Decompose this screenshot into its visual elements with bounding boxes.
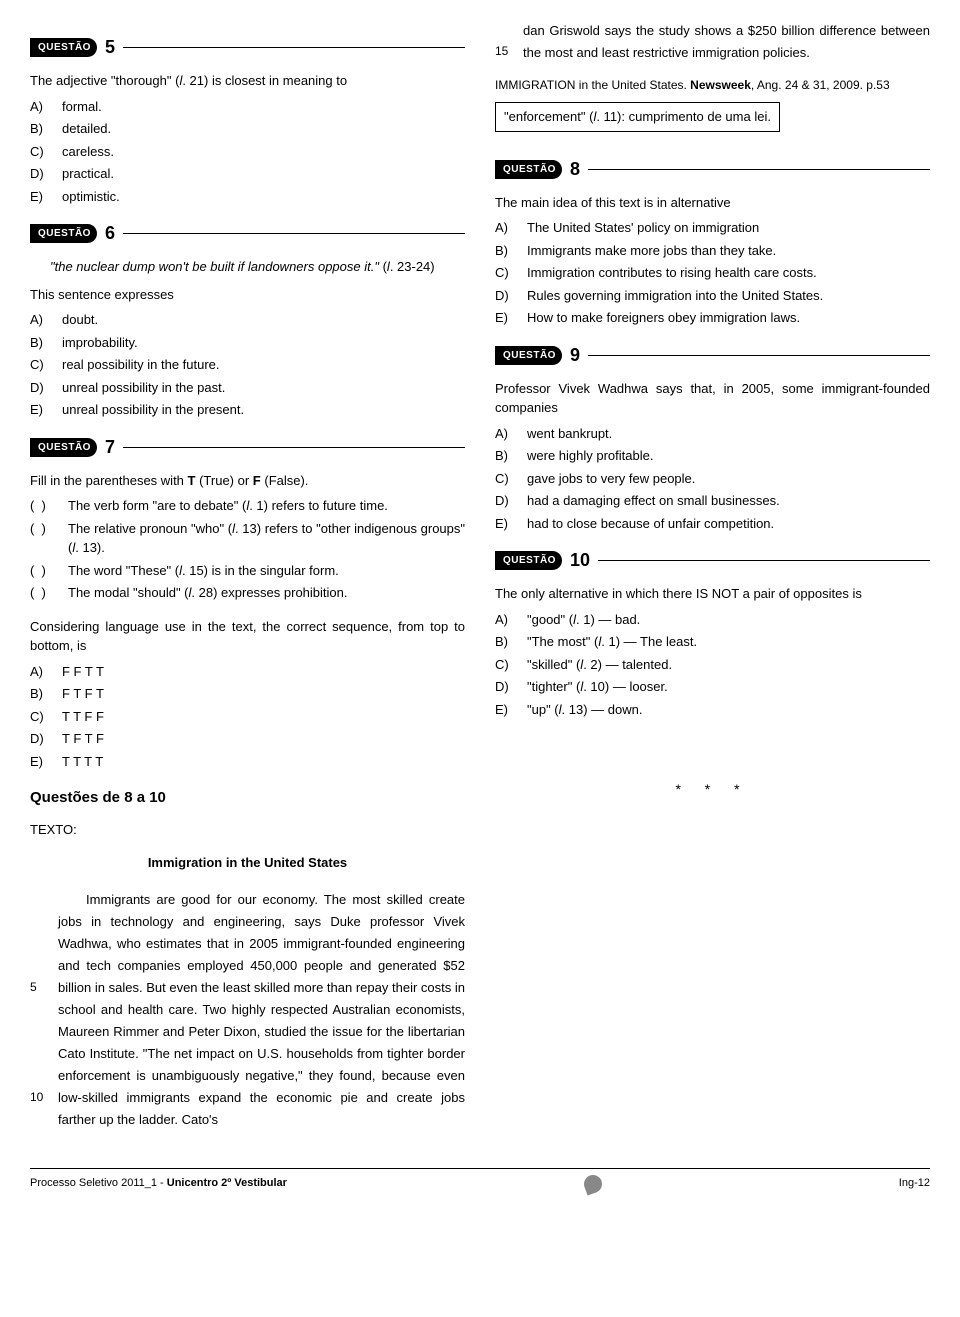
question-number: 8	[570, 156, 580, 183]
question-range: Questões de 8 a 10	[30, 787, 465, 810]
divider	[588, 169, 930, 170]
divider	[123, 47, 465, 48]
option: A)F F T T	[30, 662, 465, 682]
question-7-header: QUESTÃO 7	[30, 434, 465, 461]
question-badge: QUESTÃO	[30, 224, 97, 243]
option: E)How to make foreigners obey immigratio…	[495, 308, 930, 328]
tf-item: ( )The relative pronoun "who" (l. 13) re…	[30, 519, 465, 558]
citation: IMMIGRATION in the United States. Newswe…	[495, 76, 930, 94]
option: D)had a damaging effect on small busines…	[495, 491, 930, 511]
divider	[598, 560, 930, 561]
option: D)unreal possibility in the past.	[30, 378, 465, 398]
option: D)Rules governing immigration into the U…	[495, 286, 930, 306]
question-badge: QUESTÃO	[30, 438, 97, 457]
line-number-5: 5	[30, 978, 37, 996]
option: E)optimistic.	[30, 187, 465, 207]
option: E)"up" (l. 13) — down.	[495, 700, 930, 720]
definition-box: "enforcement" (l. 11): cumprimento de um…	[495, 102, 780, 132]
question-10-header: QUESTÃO 10	[495, 547, 930, 574]
option: E)had to close because of unfair competi…	[495, 514, 930, 534]
tf-item: ( )The word "These" (l. 15) is in the si…	[30, 561, 465, 581]
tf-item: ( )The verb form "are to debate" (l. 1) …	[30, 496, 465, 516]
question-5-header: QUESTÃO 5	[30, 34, 465, 61]
passage-paragraph: Immigrants are good for our economy. The…	[58, 889, 465, 1132]
page-footer: Processo Seletivo 2011_1 - Unicentro 2º …	[30, 1168, 930, 1193]
footer-left: Processo Seletivo 2011_1 - Unicentro 2º …	[30, 1175, 287, 1192]
texto-label: TEXTO:	[30, 820, 465, 840]
option: B)improbability.	[30, 333, 465, 353]
option: C)careless.	[30, 142, 465, 162]
question-7-options: A)F F T T B)F T F T C)T T F F D)T F T F …	[30, 662, 465, 772]
option: C)Immigration contributes to rising heal…	[495, 263, 930, 283]
question-6-header: QUESTÃO 6	[30, 220, 465, 247]
question-10-options: A)"good" (l. 1) — bad. B)"The most" (l. …	[495, 610, 930, 720]
tf-item: ( )The modal "should" (l. 28) expresses …	[30, 583, 465, 603]
option: D)practical.	[30, 164, 465, 184]
option: C)real possibility in the future.	[30, 355, 465, 375]
question-9-header: QUESTÃO 9	[495, 342, 930, 369]
question-badge: QUESTÃO	[495, 551, 562, 570]
divider	[123, 447, 465, 448]
option: C)"skilled" (l. 2) — talented.	[495, 655, 930, 675]
question-9-options: A)went bankrupt. B)were highly profitabl…	[495, 424, 930, 534]
right-column: 15 dan Griswold says the study shows a $…	[495, 20, 930, 1138]
question-number: 10	[570, 547, 590, 574]
passage-continuation: 15 dan Griswold says the study shows a $…	[495, 20, 930, 64]
question-badge: QUESTÃO	[495, 346, 562, 365]
question-6-quote: "the nuclear dump won't be built if land…	[50, 257, 465, 277]
option: E)T T T T	[30, 752, 465, 772]
logo-icon	[581, 1172, 604, 1195]
page-columns: QUESTÃO 5 The adjective "thorough" (l. 2…	[30, 20, 930, 1138]
passage-body: 5 10 Immigrants are good for our economy…	[30, 889, 465, 1132]
option: A)formal.	[30, 97, 465, 117]
option: A)doubt.	[30, 310, 465, 330]
question-5-options: A)formal. B)detailed. C)careless. D)prac…	[30, 97, 465, 207]
option: A)The United States' policy on immigrati…	[495, 218, 930, 238]
option: A)"good" (l. 1) — bad.	[495, 610, 930, 630]
option: B)Immigrants make more jobs than they ta…	[495, 241, 930, 261]
passage-title: Immigration in the United States	[30, 853, 465, 873]
question-badge: QUESTÃO	[30, 38, 97, 57]
line-number-10: 10	[30, 1088, 43, 1106]
question-badge: QUESTÃO	[495, 160, 562, 179]
divider	[123, 233, 465, 234]
question-5-stem: The adjective "thorough" (l. 21) is clos…	[30, 71, 465, 91]
question-number: 9	[570, 342, 580, 369]
question-6-stem: This sentence expresses	[30, 285, 465, 305]
question-9-stem: Professor Vivek Wadhwa says that, in 200…	[495, 379, 930, 418]
question-number: 5	[105, 34, 115, 61]
passage-paragraph: dan Griswold says the study shows a $250…	[523, 20, 930, 64]
option: D)"tighter" (l. 10) — looser.	[495, 677, 930, 697]
question-7-stem1: Fill in the parentheses with T (True) or…	[30, 471, 465, 491]
option: B)were highly profitable.	[495, 446, 930, 466]
option: E)unreal possibility in the present.	[30, 400, 465, 420]
footer-right: Ing-12	[899, 1175, 930, 1192]
option: B)"The most" (l. 1) — The least.	[495, 632, 930, 652]
left-column: QUESTÃO 5 The adjective "thorough" (l. 2…	[30, 20, 465, 1138]
question-number: 6	[105, 220, 115, 247]
option: B)F T F T	[30, 684, 465, 704]
question-6-options: A)doubt. B)improbability. C)real possibi…	[30, 310, 465, 420]
section-end-stars: * * *	[495, 779, 930, 800]
question-7-tf: ( )The verb form "are to debate" (l. 1) …	[30, 496, 465, 603]
question-8-header: QUESTÃO 8	[495, 156, 930, 183]
question-7-stem2: Considering language use in the text, th…	[30, 617, 465, 656]
option: C)gave jobs to very few people.	[495, 469, 930, 489]
question-8-stem: The main idea of this text is in alterna…	[495, 193, 930, 213]
line-number-15: 15	[495, 42, 508, 60]
option: D)T F T F	[30, 729, 465, 749]
option: A)went bankrupt.	[495, 424, 930, 444]
question-8-options: A)The United States' policy on immigrati…	[495, 218, 930, 328]
question-number: 7	[105, 434, 115, 461]
question-10-stem: The only alternative in which there IS N…	[495, 584, 930, 604]
option: B)detailed.	[30, 119, 465, 139]
divider	[588, 355, 930, 356]
option: C)T T F F	[30, 707, 465, 727]
